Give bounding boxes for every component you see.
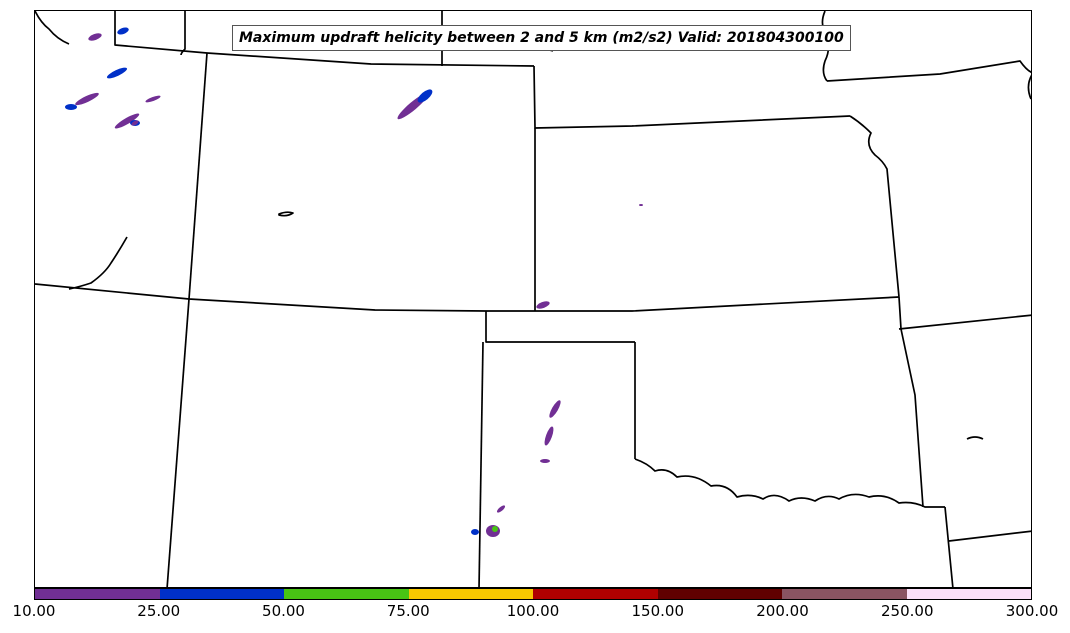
swath — [75, 92, 99, 106]
border-ks-east — [849, 115, 900, 298]
border-wy-co — [35, 283, 487, 312]
swath — [88, 33, 102, 41]
colorbar-segment — [657, 589, 782, 599]
border-la-north — [948, 530, 1031, 542]
lake-shore — [68, 236, 128, 290]
border-ne-south — [533, 65, 851, 129]
colorbar-tick-label: 250.00 — [881, 602, 934, 620]
colorbar-tick-label: 100.00 — [506, 602, 560, 620]
border-co-ks-south — [486, 296, 900, 312]
colorbar-tick-label: 25.00 — [137, 602, 181, 620]
swath — [417, 89, 433, 103]
swath — [496, 505, 506, 513]
lake-fragment — [966, 436, 984, 440]
colorbar-segment — [159, 589, 284, 599]
map-canvas — [35, 11, 1031, 587]
swath — [540, 459, 550, 463]
colorbar-ticks: 10.00 25.00 50.00 75.00 100.00 150.00 200.00 25… — [0, 600, 1070, 630]
reservoir — [278, 211, 294, 217]
map-title: Maximum updraft helicity between 2 and 5… — [232, 25, 851, 51]
swath — [106, 67, 128, 79]
colorbar-segment — [35, 589, 160, 599]
colorbar-tick-label: 300.00 — [1005, 602, 1059, 620]
border-wy-west — [188, 52, 208, 300]
border-ok-panhandle — [485, 311, 635, 343]
border-la-tx — [944, 506, 954, 587]
colorbar-segment — [533, 589, 658, 599]
swath — [114, 113, 140, 129]
colorbar-tick-label: 150.00 — [631, 602, 685, 620]
border-mississippi — [1027, 74, 1031, 100]
colorbar-tick-label: 75.00 — [386, 602, 430, 620]
border-ok-east — [898, 296, 924, 508]
swath — [131, 120, 139, 126]
map-panel: Maximum updraft helicity between 2 and 5… — [34, 10, 1032, 588]
swath — [65, 104, 77, 110]
swath — [145, 95, 161, 103]
swath — [536, 301, 550, 309]
swath — [492, 526, 498, 532]
border-iowa-north — [826, 60, 1031, 82]
colorbar-tick-label: 50.00 — [262, 602, 305, 620]
state-boundaries — [35, 11, 1031, 587]
border-az-nm — [166, 298, 190, 587]
colorbar — [34, 588, 1032, 600]
colorbar-tick-label: 10.00 — [12, 602, 56, 620]
colorbar-segment — [408, 589, 533, 599]
border-mo-ar — [898, 314, 1031, 330]
colorbar-tick-label: 200.00 — [756, 602, 809, 620]
border-fragment — [180, 11, 186, 56]
coast-fragment — [35, 11, 70, 45]
swath — [117, 27, 129, 35]
swath — [471, 529, 479, 535]
colorbar-segment — [284, 589, 409, 599]
colorbar-segment — [906, 589, 1031, 599]
helicity-swaths — [65, 27, 643, 537]
swath — [639, 204, 643, 206]
border-red-river — [634, 458, 945, 508]
colorbar-segment — [782, 589, 907, 599]
swath — [544, 426, 554, 446]
swath — [549, 400, 561, 418]
border-nm-tx — [478, 341, 484, 587]
